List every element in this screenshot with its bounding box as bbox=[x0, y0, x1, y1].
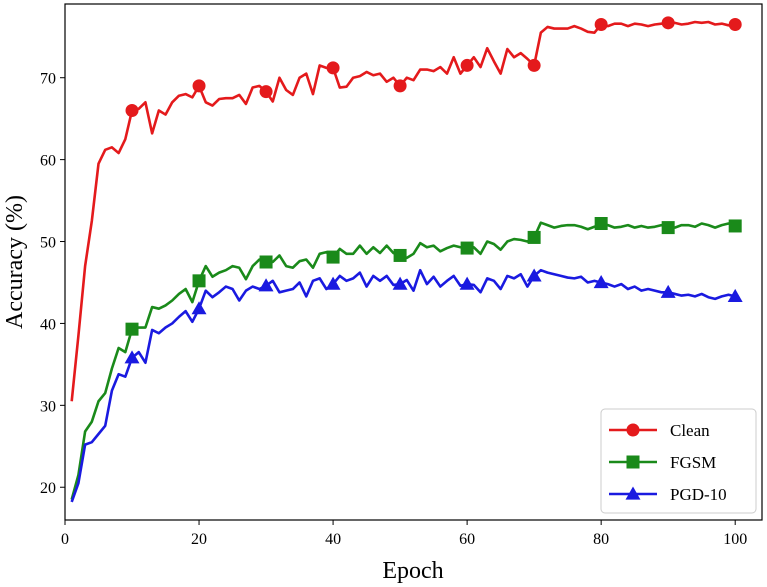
data-point-fgsm bbox=[192, 274, 206, 288]
series-line-clean bbox=[70, 20, 736, 402]
data-point-pgd-10 bbox=[660, 284, 676, 298]
x-tick-label: 80 bbox=[593, 531, 609, 548]
data-point-fgsm bbox=[125, 322, 139, 336]
data-point-fgsm bbox=[393, 248, 407, 262]
x-tick-label: 40 bbox=[325, 531, 341, 548]
y-axis-ticks: 20 30 40 50 60 70 bbox=[40, 71, 65, 497]
data-point-pgd-10 bbox=[258, 278, 274, 292]
x-tick-label: 20 bbox=[191, 531, 207, 548]
series-fgsm bbox=[70, 217, 742, 500]
data-point-clean bbox=[125, 103, 139, 117]
y-tick-label: 20 bbox=[40, 480, 56, 497]
data-point-pgd-10 bbox=[727, 288, 743, 303]
legend-marker-pgd-10 bbox=[625, 486, 641, 500]
data-point-fgsm bbox=[527, 230, 541, 244]
legend: Clean FGSM PGD-10 bbox=[600, 408, 757, 514]
data-point-clean bbox=[192, 79, 206, 93]
data-point-clean bbox=[661, 16, 675, 30]
data-point-clean bbox=[393, 79, 407, 93]
legend-marker-fgsm bbox=[626, 455, 640, 469]
series-line-pgd-10 bbox=[70, 268, 736, 503]
data-point-fgsm bbox=[661, 221, 675, 235]
x-tick-label: 100 bbox=[723, 531, 747, 548]
data-point-pgd-10 bbox=[459, 276, 475, 290]
y-tick-label: 50 bbox=[40, 235, 56, 252]
data-point-pgd-10 bbox=[392, 276, 408, 290]
data-point-clean bbox=[460, 58, 474, 72]
data-point-pgd-10 bbox=[325, 276, 341, 290]
data-point-pgd-10 bbox=[526, 268, 542, 282]
data-point-fgsm bbox=[326, 250, 340, 264]
data-point-pgd-10 bbox=[593, 275, 609, 289]
y-axis-title: Accuracy (%) bbox=[2, 195, 28, 329]
y-tick-label: 60 bbox=[40, 153, 56, 170]
plot-frame bbox=[64, 3, 763, 521]
series-clean bbox=[70, 16, 742, 402]
series-layer bbox=[70, 16, 743, 503]
series-pgd-10 bbox=[70, 268, 743, 503]
data-point-pgd-10 bbox=[191, 301, 207, 315]
data-point-pgd-10 bbox=[124, 350, 140, 364]
data-point-clean bbox=[527, 58, 541, 72]
data-point-clean bbox=[326, 61, 340, 75]
data-point-fgsm bbox=[728, 219, 742, 233]
data-point-clean bbox=[594, 17, 608, 31]
legend-box bbox=[600, 408, 757, 514]
legend-label-pgd-10: PGD-10 bbox=[670, 485, 727, 504]
legend-entry-clean: Clean bbox=[609, 421, 710, 440]
legend-label-fgsm: FGSM bbox=[670, 453, 716, 472]
data-point-fgsm bbox=[460, 241, 474, 255]
legend-entry-pgd-10: PGD-10 bbox=[609, 485, 727, 504]
legend-label-clean: Clean bbox=[670, 421, 710, 440]
x-axis-ticks: 0 20 40 60 80 100 bbox=[61, 520, 747, 548]
y-tick-label: 70 bbox=[40, 71, 56, 88]
x-tick-label: 0 bbox=[61, 531, 69, 548]
x-tick-label: 60 bbox=[459, 531, 475, 548]
data-point-fgsm bbox=[259, 255, 273, 269]
legend-marker-clean bbox=[626, 423, 640, 437]
data-point-clean bbox=[259, 85, 273, 99]
x-axis-title: Epoch bbox=[382, 558, 443, 584]
y-tick-label: 40 bbox=[40, 316, 56, 333]
data-point-clean bbox=[728, 17, 742, 31]
y-tick-label: 30 bbox=[40, 398, 56, 415]
legend-entry-fgsm: FGSM bbox=[609, 453, 716, 472]
data-point-fgsm bbox=[594, 217, 608, 231]
